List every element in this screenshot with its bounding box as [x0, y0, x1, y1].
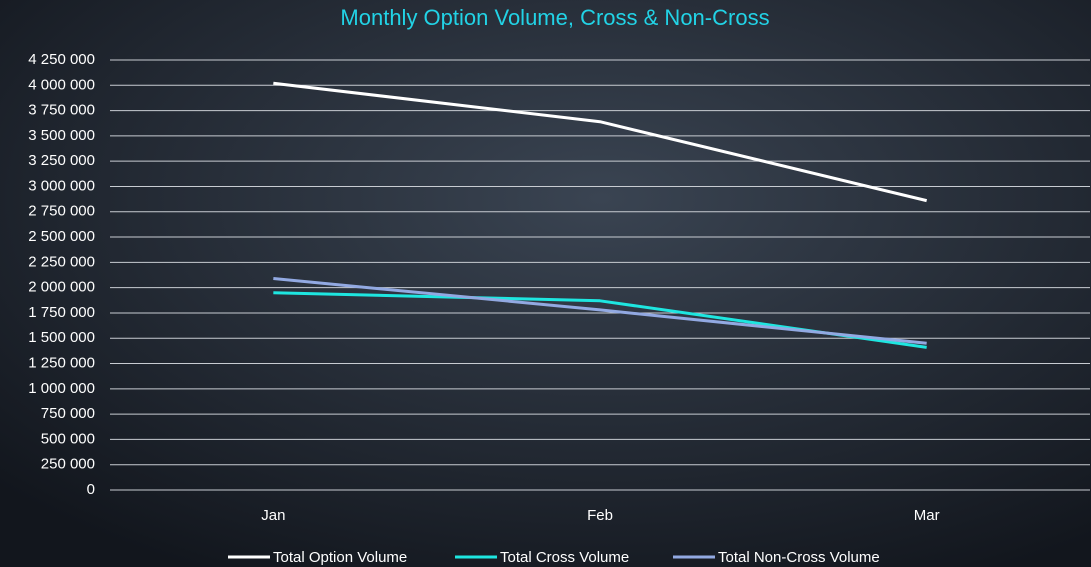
series-line [273, 277, 927, 345]
y-tick-label: 2 500 000 [28, 228, 95, 245]
y-tick-label: 0 [87, 481, 95, 498]
y-tick-label: 3 500 000 [28, 127, 95, 144]
y-tick-label: 3 250 000 [28, 152, 95, 169]
y-tick-label: 250 000 [41, 456, 95, 473]
y-tick-label: 1 000 000 [28, 380, 95, 397]
x-tick-label: Jan [261, 507, 285, 524]
y-tick-label: 1 250 000 [28, 354, 95, 371]
y-tick-label: 4 000 000 [28, 76, 95, 93]
y-tick-label: 750 000 [41, 405, 95, 422]
y-tick-label: 2 750 000 [28, 203, 95, 220]
y-tick-label: 2 000 000 [28, 279, 95, 296]
y-tick-label: 2 250 000 [28, 253, 95, 270]
legend-label: Total Option Volume [273, 549, 407, 566]
x-tick-label: Mar [914, 507, 940, 524]
series-line [273, 81, 928, 203]
y-tick-label: 1 500 000 [28, 329, 95, 346]
x-tick-label: Feb [587, 507, 613, 524]
y-tick-label: 1 750 000 [28, 304, 95, 321]
chart-title: Monthly Option Volume, Cross & Non-Cross [340, 5, 769, 30]
y-tick-label: 500 000 [41, 430, 95, 447]
y-tick-label: 3 000 000 [28, 177, 95, 194]
legend-label: Total Cross Volume [500, 549, 629, 566]
legend-label: Total Non-Cross Volume [718, 549, 880, 566]
y-tick-label: 3 750 000 [28, 102, 95, 119]
y-tick-label: 4 250 000 [28, 51, 95, 68]
